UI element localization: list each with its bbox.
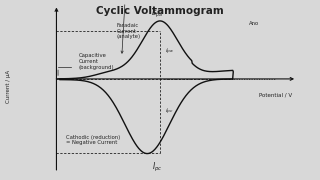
- Text: $E_{pa}$: $E_{pa}$: [151, 8, 163, 20]
- Text: Capacitive
Current
(background): Capacitive Current (background): [79, 53, 114, 70]
- Text: Current / µA: Current / µA: [6, 70, 11, 103]
- Text: $i_{pc}$: $i_{pc}$: [165, 107, 174, 117]
- Text: Cyclic Voltammogram: Cyclic Voltammogram: [96, 6, 224, 16]
- Text: Ano: Ano: [249, 21, 259, 26]
- Text: Potential / V: Potential / V: [259, 92, 292, 97]
- Text: $i_{pa}$: $i_{pa}$: [165, 47, 174, 57]
- Text: $I_{pc}$: $I_{pc}$: [152, 161, 162, 174]
- Text: Cathodic (reduction)
= Negative Current: Cathodic (reduction) = Negative Current: [66, 135, 120, 145]
- Text: Faradaic
Current
(analyte): Faradaic Current (analyte): [117, 23, 141, 39]
